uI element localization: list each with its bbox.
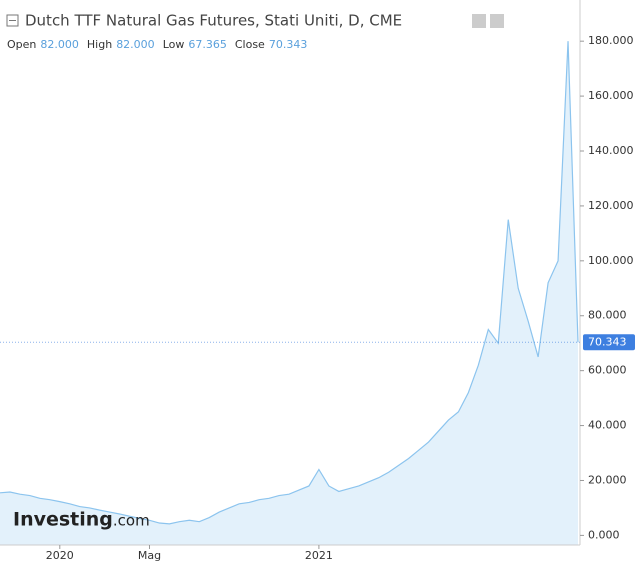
y-tick-label: 100.000 (588, 254, 634, 267)
y-tick-label: 20.000 (588, 473, 627, 486)
y-tick-label: 180.000 (588, 34, 634, 47)
ohlc-value: 70.343 (269, 38, 308, 51)
y-tick-label: 160.000 (588, 89, 634, 102)
ohlc-label: Close (235, 38, 265, 51)
last-price-box (583, 334, 635, 351)
y-tick-label: 60.000 (588, 364, 627, 377)
ohlc-value: 82.000 (116, 38, 155, 51)
x-tick-label: Mag (138, 549, 161, 562)
y-tick-label: 140.000 (588, 144, 634, 157)
x-tick-label: 2020 (46, 549, 74, 562)
y-tick-label: 40.000 (588, 419, 627, 432)
settings-icon[interactable] (472, 14, 486, 28)
chart-title: Dutch TTF Natural Gas Futures, Stati Uni… (25, 12, 402, 30)
last-price-label: 70.343 (588, 335, 627, 348)
ohlc-label: High (87, 38, 112, 51)
ohlc-label: Low (163, 38, 185, 51)
y-tick-label: 0.000 (588, 528, 620, 541)
watermark-suffix: .com (113, 512, 150, 530)
collapse-icon[interactable] (6, 14, 19, 27)
settings-icon[interactable] (490, 14, 504, 28)
ohlc-value: 82.000 (40, 38, 79, 51)
x-tick-label: 2021 (305, 549, 333, 562)
ohlc-value: 67.365 (188, 38, 227, 51)
y-tick-label: 120.000 (588, 199, 634, 212)
y-tick-label: 80.000 (588, 309, 627, 322)
area-line (0, 41, 579, 525)
ohlc-label: Open (7, 38, 36, 51)
watermark: Investing (13, 509, 113, 531)
area-fill (0, 41, 578, 546)
